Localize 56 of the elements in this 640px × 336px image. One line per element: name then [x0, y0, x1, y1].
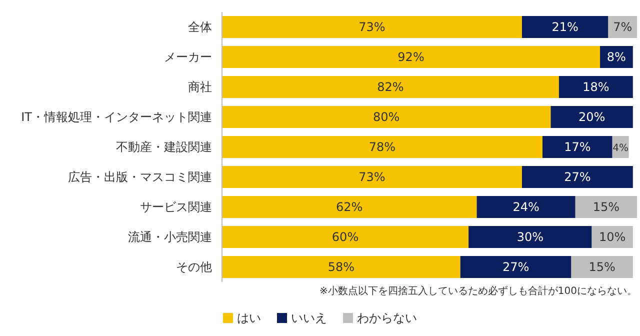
bar: [476, 196, 576, 218]
data-label: 30%: [516, 230, 544, 244]
data-label: 10%: [599, 230, 626, 244]
bar: [571, 256, 633, 278]
data-label: 73%: [358, 170, 386, 184]
data-label: 73%: [358, 20, 386, 34]
bar: [222, 16, 522, 38]
y-tick-label: IT・情報処理・インターネット関連: [21, 110, 212, 124]
data-label: 15%: [588, 260, 616, 274]
y-tick-label: 商社: [188, 80, 212, 94]
data-label: 24%: [512, 200, 540, 214]
bar: [460, 256, 572, 278]
y-tick-label: 広告・出版・マスコミ関連: [68, 170, 212, 184]
data-label: 20%: [578, 110, 606, 124]
bar: [222, 76, 559, 98]
text: ※小数点以下を四捨五入しているため必ずしも合計が100にならない。: [320, 285, 637, 297]
bar: [522, 16, 608, 38]
bar: [222, 106, 551, 128]
data-label: 82%: [377, 80, 404, 94]
data-label: 78%: [368, 140, 396, 154]
data-label: 21%: [552, 20, 578, 34]
bar: [222, 226, 469, 248]
bar: [468, 226, 592, 248]
data-label: 62%: [336, 200, 363, 214]
data-label: 8%: [606, 50, 626, 64]
bar: [558, 76, 633, 98]
bar: [222, 166, 522, 188]
y-tick-label: サービス関連: [140, 200, 212, 214]
legend-label: わからない: [357, 311, 417, 325]
data-label: 17%: [564, 140, 591, 154]
bar: [522, 166, 633, 188]
y-tick-label: その他: [176, 260, 212, 274]
data-label: 92%: [398, 50, 424, 64]
data-label: 27%: [502, 260, 530, 274]
data-label: 4%: [612, 143, 628, 154]
legend-label: いいえ: [291, 311, 327, 325]
y-tick-label: メーカー: [164, 50, 212, 64]
bar: [222, 136, 542, 158]
legend-label: はい: [237, 311, 261, 325]
data-label: 80%: [373, 110, 400, 124]
bar: [542, 136, 612, 158]
bar: [575, 196, 637, 218]
data-label: 18%: [582, 80, 610, 94]
y-tick-label: 流通・小売関連: [128, 230, 212, 244]
bar: [550, 106, 633, 128]
data-label: 15%: [592, 200, 620, 214]
bar: [222, 196, 477, 218]
y-tick-label: 全体: [188, 20, 212, 34]
y-tick-label: 不動産・建設関連: [116, 140, 212, 154]
data-label: 27%: [564, 170, 591, 184]
data-label: 60%: [332, 230, 359, 244]
data-label: 58%: [328, 260, 354, 274]
bar: [222, 46, 600, 68]
bar: [608, 16, 637, 38]
data-label: 7%: [613, 20, 632, 34]
bar: [222, 256, 460, 278]
